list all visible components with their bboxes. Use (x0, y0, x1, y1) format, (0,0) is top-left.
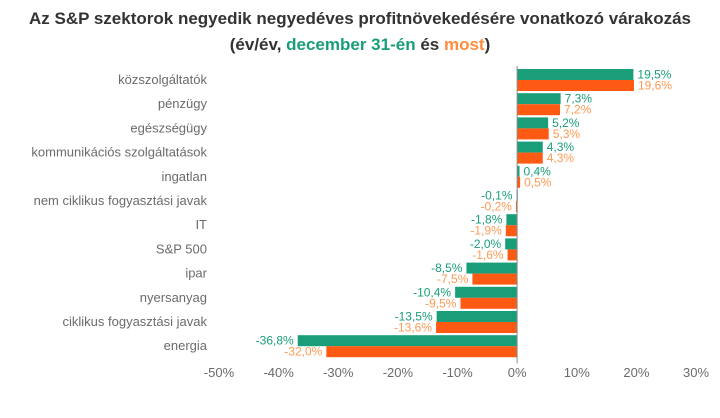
data-label-series2: -1,9% (470, 224, 502, 238)
category-label: közszolgáltatók (118, 72, 207, 87)
x-tick-label: 20% (623, 365, 649, 380)
category-label: ingatlan (161, 169, 207, 184)
data-label-series1: 5,2% (552, 116, 580, 130)
category-label: kommunikációs szolgáltatások (31, 145, 207, 160)
data-label-series2: -1,6% (472, 248, 504, 262)
data-label-series2: 0,5% (524, 175, 552, 189)
data-label-series2: -32,0% (284, 345, 322, 359)
category-label: nyersanyag (140, 290, 207, 305)
data-label-series1: -10,4% (413, 285, 451, 299)
bar-series1 (517, 117, 549, 129)
x-tick-label: 30% (683, 365, 709, 380)
category-label: ipar (185, 266, 207, 281)
bar-series1 (436, 311, 518, 322)
bar-series1 (517, 165, 520, 177)
bar-series1 (505, 238, 518, 250)
bar-series2 (436, 322, 518, 333)
bar-series2 (517, 80, 634, 91)
category-label: pénzügy (158, 96, 208, 111)
data-label-series2: -7,5% (437, 272, 469, 286)
bar-series2 (505, 225, 518, 237)
bar-series1 (517, 93, 561, 105)
category-label: energia (164, 338, 208, 353)
category-label: ciklikus fogyasztási javak (63, 314, 208, 329)
bar-series1 (466, 262, 518, 274)
data-label-series1: 0,4% (524, 164, 552, 178)
chart-subtitle: (év/év, december 31-én és most) (0, 35, 720, 55)
data-label-series2: 4,3% (547, 151, 575, 165)
data-label-series2: -0,2% (481, 200, 513, 214)
data-label-series1: -0,1% (481, 189, 513, 203)
data-label-series1: 19,5% (637, 68, 671, 82)
subtitle-series1: december 31-én (286, 35, 416, 54)
data-label-series2: 19,6% (638, 79, 672, 93)
data-label-series1: -8,5% (431, 261, 463, 275)
bar-series2 (472, 273, 518, 285)
x-tick-label: 0% (508, 365, 527, 380)
subtitle-series2: most (443, 35, 485, 54)
category-label: IT (195, 217, 207, 232)
bar-series1 (517, 69, 634, 80)
data-label-series1: -1,8% (471, 213, 503, 227)
subtitle-middle: és (415, 35, 444, 54)
category-label: S&P 500 (156, 241, 207, 256)
data-label-series2: 7,2% (564, 103, 592, 117)
category-label: nem ciklikus fogyasztási javak (34, 193, 208, 208)
x-tick-label: -40% (263, 365, 294, 380)
bar-series1 (517, 141, 543, 153)
bar-series2 (517, 176, 521, 188)
bar-series2 (517, 128, 549, 140)
data-label-series1: 7,3% (565, 92, 593, 106)
bar-series2 (326, 346, 518, 358)
category-label: egészségügy (130, 120, 207, 135)
bar-series2 (517, 104, 561, 116)
x-tick-label: -10% (442, 365, 473, 380)
data-label-series1: 4,3% (547, 140, 575, 154)
x-tick-label: -30% (323, 365, 354, 380)
data-label-series1: -13,5% (395, 310, 433, 324)
bar-series2 (517, 152, 543, 164)
x-tick-label: -20% (383, 365, 414, 380)
subtitle-suffix: ) (484, 35, 491, 54)
bar-series1 (455, 286, 518, 298)
bar-series1 (506, 214, 518, 226)
bar-series2 (507, 249, 518, 261)
data-label-series1: -36,8% (256, 334, 294, 348)
data-label-series2: -9,5% (425, 296, 457, 310)
bar-series2 (460, 297, 518, 309)
data-label-series2: 5,3% (553, 127, 581, 141)
subtitle-prefix: (év/év, (229, 35, 287, 54)
chart-title: Az S&P szektorok negyedik negyedéves pro… (28, 9, 691, 28)
x-tick-label: 10% (564, 365, 590, 380)
x-tick-label: -50% (204, 365, 235, 380)
data-label-series2: -13,6% (394, 321, 432, 335)
data-label-series1: -2,0% (470, 237, 502, 251)
bar-series2 (515, 201, 518, 212)
bar-series1 (297, 335, 518, 347)
